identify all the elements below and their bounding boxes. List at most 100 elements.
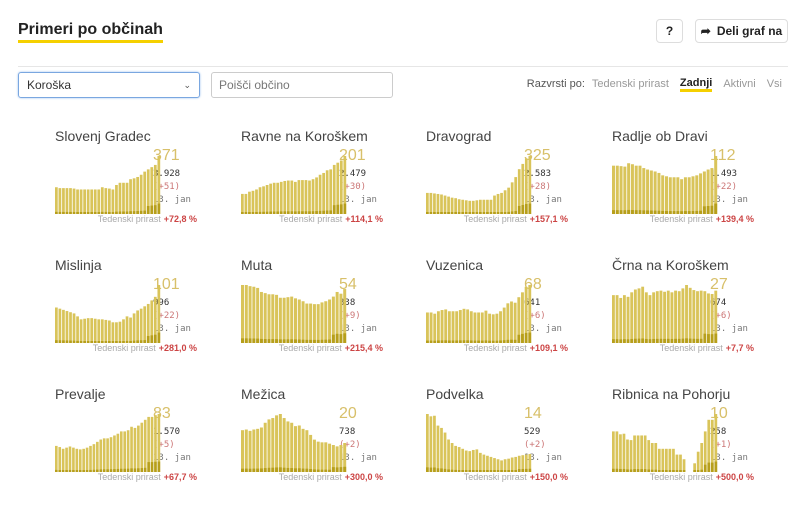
bar <box>125 182 129 214</box>
date-label: 13. jan <box>524 453 562 463</box>
weekly-growth-value: +300,0 % <box>344 472 383 482</box>
bar <box>150 300 154 343</box>
bar-new <box>436 340 440 343</box>
municipality-card[interactable]: Črna na Koroškem 27 674 (+6) 13. jan Ted… <box>612 257 792 375</box>
municipality-card[interactable]: Ribnica na Pohorju 10 258 (+1) 13. jan T… <box>612 386 792 504</box>
bar-new <box>429 212 433 214</box>
municipality-card[interactable]: Mislinja 101 996 (+22) 13. jan Tedenski … <box>55 257 235 375</box>
bar-new <box>670 338 674 343</box>
sort-option-active[interactable]: Aktivni <box>723 78 756 90</box>
bar-new <box>521 333 524 343</box>
bar-new <box>244 338 248 343</box>
chevron-down-icon: ⌄ <box>183 79 191 90</box>
bar <box>90 318 94 343</box>
bar <box>521 163 525 214</box>
bar <box>447 311 451 343</box>
bar-new <box>510 211 514 214</box>
bar-new <box>335 467 339 472</box>
bar-new <box>450 212 454 214</box>
bar <box>644 292 648 343</box>
bar <box>143 419 147 472</box>
municipality-card[interactable]: Muta 54 838 (+9) 13. jan Tedenski priras… <box>241 257 421 375</box>
bar-new <box>322 210 325 214</box>
bar <box>301 180 304 214</box>
bar <box>706 169 710 214</box>
bar <box>524 454 528 472</box>
bar-new <box>636 469 640 472</box>
bar <box>272 182 276 214</box>
bar <box>78 449 82 472</box>
bar <box>304 180 308 214</box>
municipality-card[interactable]: Slovenj Gradec 371 3.928 (+51) 13. jan T… <box>55 128 235 246</box>
bar-new <box>612 339 615 343</box>
bar-new <box>619 210 623 214</box>
region-select[interactable]: Koroška ⌄ <box>18 72 200 98</box>
municipality-card[interactable]: Ravne na Koroškem 201 2.479 (+30) 13. ja… <box>241 128 421 246</box>
bar-new <box>72 340 76 343</box>
sort-option-all[interactable]: Vsi <box>766 78 782 90</box>
total-cases: 2.479 <box>339 169 367 179</box>
sort-option-latest[interactable]: Zadnji <box>679 78 713 92</box>
bar-new <box>429 340 433 343</box>
bar-new <box>466 340 470 343</box>
bar-new <box>659 338 663 343</box>
municipality-card[interactable]: Mežica 20 738 (+2) 13. jan Tedenski prir… <box>241 386 421 504</box>
active-cases: 10 <box>710 405 728 422</box>
share-button[interactable]: ➦ Deli graf na <box>695 19 788 43</box>
bar <box>479 452 482 472</box>
municipality-card[interactable]: Podvelka 14 529 (+2) 13. jan Tedenski pr… <box>426 386 606 504</box>
bar <box>641 286 645 343</box>
bar <box>693 463 696 472</box>
municipality-card[interactable]: Vuzenica 68 641 (+6) 13. jan Tedenski pr… <box>426 257 606 375</box>
bar <box>674 290 677 343</box>
bar-new <box>119 468 123 472</box>
municipality-card[interactable]: Dravograd 325 2.583 (+28) 13. jan Tedens… <box>426 128 606 246</box>
bar <box>612 431 615 472</box>
bar-chart <box>426 285 532 343</box>
help-button[interactable]: ? <box>656 19 683 43</box>
bar-new <box>469 340 473 343</box>
bar-new <box>524 468 528 472</box>
bar-new <box>92 469 96 472</box>
bar <box>130 426 133 472</box>
bar <box>623 166 627 214</box>
bar <box>496 459 500 472</box>
bar-new <box>153 334 157 343</box>
bar <box>510 457 514 472</box>
bar-new <box>136 211 139 214</box>
bar-new <box>283 211 287 214</box>
bar-new <box>644 338 648 343</box>
bar <box>663 291 667 343</box>
bar-new <box>630 338 634 343</box>
new-cases: (+51) <box>153 182 181 192</box>
bar <box>297 299 301 343</box>
bar <box>503 459 507 472</box>
bar-new <box>83 212 86 214</box>
municipality-name: Podvelka <box>426 386 484 402</box>
bar-new <box>703 464 707 472</box>
municipality-card[interactable]: Radlje ob Dravi 112 1.493 (+22) 13. jan … <box>612 128 792 246</box>
sort-option-weekly[interactable]: Tedenski prirast <box>591 78 669 90</box>
sort-controls: Razvrsti po: Tedenski prirast Zadnji Akt… <box>527 78 782 92</box>
share-label: Deli graf na <box>716 24 783 38</box>
bar <box>464 200 468 214</box>
bar-new <box>150 462 154 472</box>
bar-new <box>294 211 297 214</box>
bar <box>58 308 62 343</box>
bar-new <box>703 333 707 343</box>
bar-new <box>457 212 461 214</box>
bar-new <box>286 467 290 472</box>
weekly-growth: Tedenski prirast +150,0 % <box>464 472 568 482</box>
bar <box>267 294 271 343</box>
weekly-growth-value: +215,4 % <box>344 343 383 353</box>
bar-new <box>486 470 489 472</box>
bar <box>69 188 72 214</box>
bar <box>655 291 659 343</box>
bar-new <box>627 209 631 214</box>
bar <box>462 308 466 343</box>
bar-new <box>503 212 507 214</box>
bar <box>489 199 493 214</box>
municipality-card[interactable]: Prevalje 83 1.570 (+5) 13. jan Tedenski … <box>55 386 235 504</box>
municipality-search-input[interactable]: Poišči občino <box>211 72 393 98</box>
bar <box>328 443 332 472</box>
